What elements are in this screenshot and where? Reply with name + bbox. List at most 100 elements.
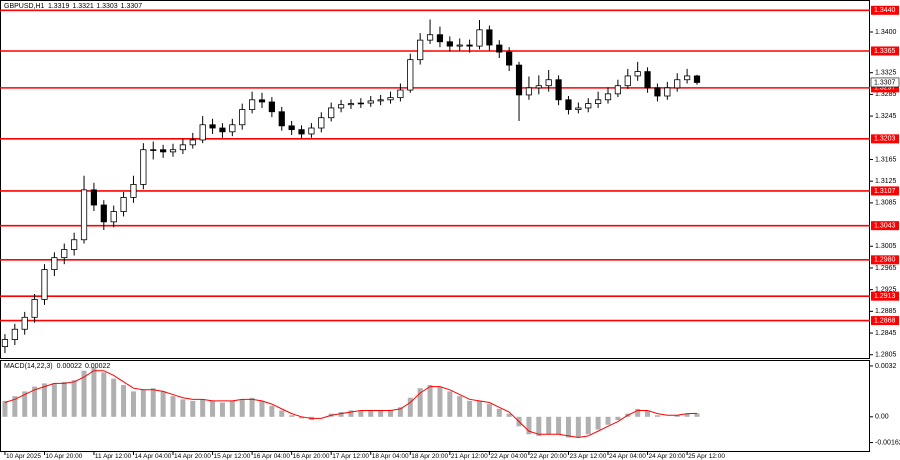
macd-bar (486, 404, 492, 417)
candle-body (288, 125, 295, 131)
y-tick-label: 1.2965 (875, 265, 897, 272)
candle-body (347, 103, 355, 106)
x-tick-label: 24 Apr 04:00 (609, 453, 646, 460)
y-tick-label: 1.3245 (875, 113, 897, 120)
macd-bar (32, 386, 38, 417)
candle-body (357, 102, 364, 105)
candle-body (318, 117, 325, 129)
level-label: 1.2868 (874, 317, 896, 324)
y-tick-label: 1.3125 (875, 178, 897, 185)
candle-body (239, 109, 246, 126)
x-tick-label: 24 Apr 20:00 (649, 453, 686, 460)
macd-bar (536, 416, 542, 436)
x-tick-label: 10 Apr 20:00 (45, 453, 82, 460)
candle-body (506, 51, 513, 66)
macd-bar (170, 396, 176, 417)
macd-bar (219, 402, 225, 417)
macd-bar (427, 385, 433, 417)
macd-title: MACD(14,22,3) (4, 363, 53, 370)
candle-body (456, 44, 463, 47)
level-label-box (871, 255, 899, 265)
macd-bar (378, 410, 384, 417)
candle-body (308, 127, 315, 135)
level-label-box (871, 5, 899, 15)
level-label-box (871, 316, 899, 326)
candle-body (644, 71, 651, 89)
candle-body (545, 79, 552, 87)
y-tick-label: 0.0032 (875, 363, 897, 370)
macd-bar (437, 386, 443, 417)
x-tick-label: 25 Apr 12:00 (688, 453, 725, 460)
macd-bar (12, 396, 18, 417)
candle-body (110, 211, 117, 223)
macd-bar (575, 416, 581, 438)
macd-bar (338, 412, 344, 417)
candle-body (426, 34, 434, 41)
candle-body (1, 339, 9, 348)
macd-bar (101, 372, 107, 417)
candle-body (80, 189, 88, 241)
macd-bar (368, 410, 374, 417)
macd-bar (417, 388, 423, 417)
macd-bar (467, 400, 473, 417)
candle-body (219, 127, 226, 133)
macd-bar (289, 415, 295, 417)
macd-bar (71, 380, 77, 417)
open-value: 1.3319 (48, 3, 70, 10)
macd-bar (526, 416, 532, 435)
x-tick-label: 17 Apr 12:00 (332, 453, 369, 460)
candle-body (693, 75, 701, 83)
candle-body (555, 79, 562, 101)
candle-body (249, 99, 256, 110)
x-tick-label: 16 Apr 04:00 (253, 453, 290, 460)
macd-bar (447, 391, 453, 417)
candle-body (120, 197, 127, 212)
candle-body (436, 34, 444, 43)
macd-bar (556, 416, 562, 435)
macd-bar (407, 397, 413, 417)
x-tick-label: 16 Apr 20:00 (293, 453, 330, 460)
chart-header: GBPUSD,H1 1.3319 1.3321 1.3303 1.3307 (4, 3, 142, 10)
level-label: 1.3365 (874, 48, 896, 55)
candle-body (258, 99, 266, 103)
macd-bar (239, 399, 245, 417)
candle-body (268, 101, 275, 113)
candle-body (367, 100, 374, 104)
macd-bar (180, 399, 186, 417)
signal-line (4, 370, 698, 438)
x-tick-label: 10 Apr 2025 (6, 453, 41, 460)
level-label-box (871, 46, 899, 56)
x-tick-label: 14 Apr 20:00 (174, 453, 211, 460)
level-label: 1.3107 (874, 188, 896, 195)
macd-bar (595, 416, 601, 430)
candle-body (654, 87, 661, 97)
candle-body (496, 44, 503, 53)
macd-bar (22, 391, 28, 417)
candle-body (199, 124, 206, 141)
x-tick-label: 14 Apr 04:00 (134, 453, 171, 460)
macd-panel-border (0, 360, 870, 452)
candle-body (278, 111, 285, 127)
macd-bar (358, 410, 364, 417)
candle-body (298, 129, 305, 135)
candle-body (535, 85, 542, 89)
macd-bar (397, 407, 403, 417)
candle-body (11, 328, 18, 340)
high-value: 1.3321 (72, 3, 94, 10)
level-label-box (871, 186, 899, 196)
macd-bar (111, 378, 117, 417)
candle-body (51, 257, 58, 270)
last-price-box (870, 77, 900, 88)
level-label: 1.2980 (874, 257, 896, 264)
candle-body (525, 87, 533, 96)
candle-body (61, 249, 68, 259)
y-tick-label: 1.2805 (875, 352, 897, 359)
x-tick-label: 22 Apr 04:00 (490, 453, 527, 460)
candle-body (337, 104, 345, 109)
macd-bar (140, 389, 146, 417)
level-label-box (871, 83, 899, 93)
macd-bar (476, 400, 482, 417)
candle-body (515, 64, 523, 96)
macd-bar (121, 385, 127, 417)
